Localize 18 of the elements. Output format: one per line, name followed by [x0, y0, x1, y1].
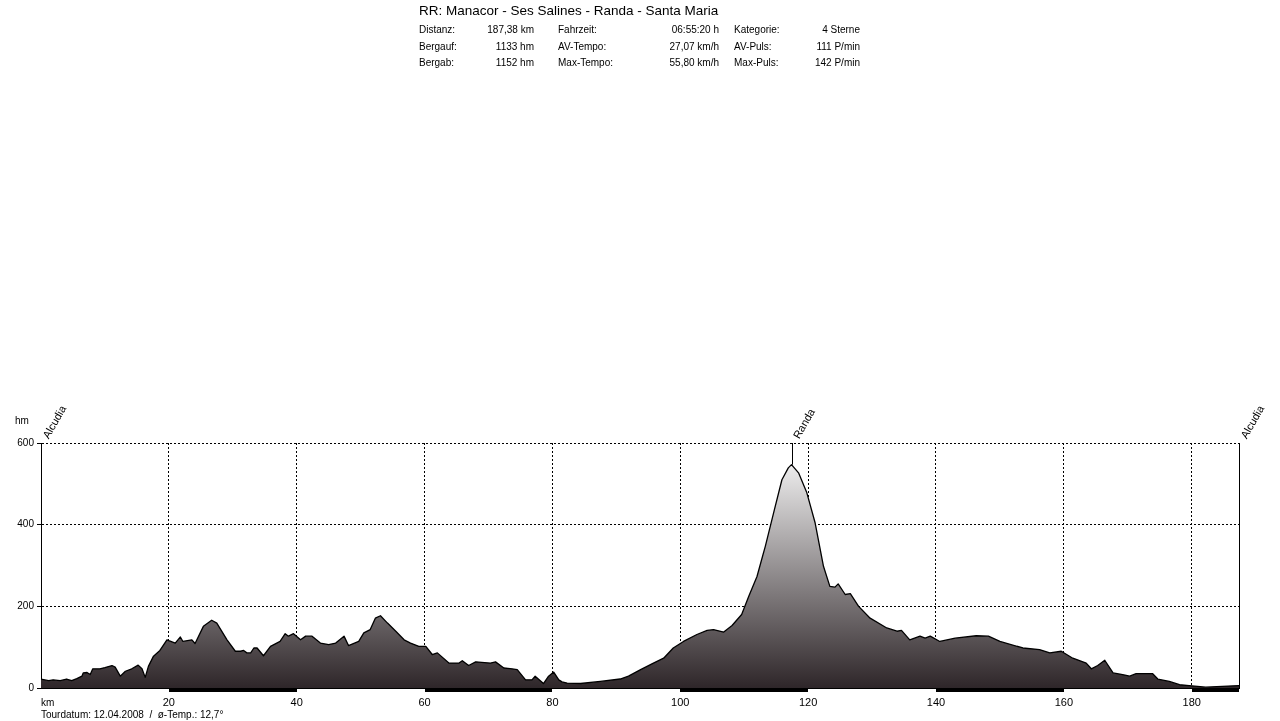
- text: Tourdatum: 12.04.2008 / ø-Temp.: 12,7°: [41, 709, 224, 721]
- y-tick-label: 200: [17, 600, 35, 612]
- x-tick-label: 180: [1182, 695, 1201, 708]
- x-tick-label: 120: [798, 695, 818, 708]
- y-tick-label: 0: [28, 681, 35, 693]
- x-tick-label: 100: [671, 695, 690, 708]
- x-tick-label: 20: [162, 695, 175, 708]
- y-tick-label: 400: [17, 518, 35, 530]
- x-tick-label: 40: [290, 695, 303, 708]
- x-tick-label: 80: [546, 695, 559, 708]
- text: Distanz: 187,38 km Fahrzeit: 06:55:20 h Kategorie: 4 Sterne Bergauf: 1133 hm AV-Tempo: 27,07 km/h AV-Puls: 111 P/min Bergab: 1152 hm Max-Tempo: 55,80 km/h Max-Puls: 142 P/min: [419, 24, 860, 68]
- y-tick-label: 600: [17, 436, 35, 448]
- x-axis-title: km: [41, 696, 55, 708]
- x-tick-label: 60: [418, 695, 431, 708]
- chart-title: RR: Manacor - Ses Salines - Randa - Santa Maria: [419, 2, 719, 19]
- x-tick-label: 160: [1054, 695, 1074, 708]
- x-tick-label: 140: [926, 695, 946, 708]
- y-axis-title: hm: [15, 414, 29, 426]
